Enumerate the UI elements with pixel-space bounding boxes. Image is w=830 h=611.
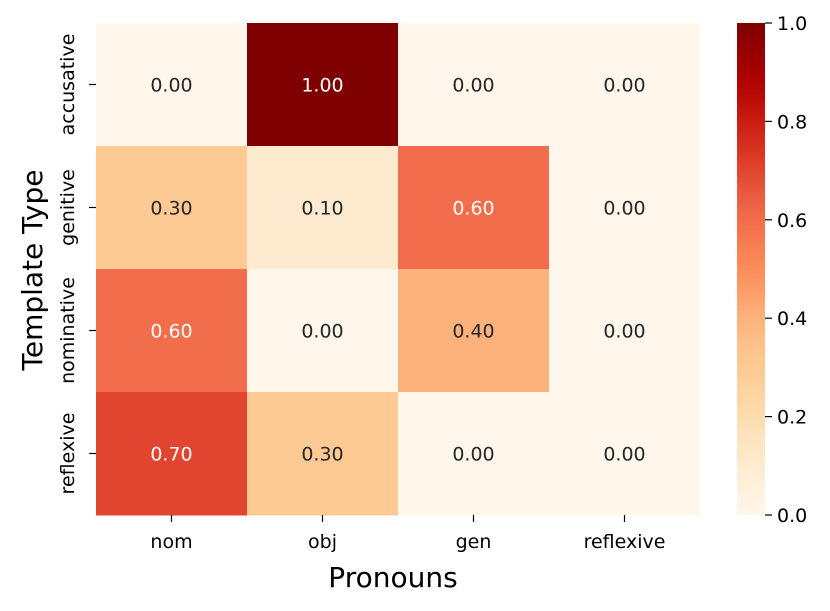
colorbar-gradient [737, 23, 765, 515]
cell-value-label: 0.30 [150, 198, 192, 220]
colorbar-tick-label: 0.0 [777, 505, 807, 527]
cell-value-label: 0.00 [603, 198, 645, 220]
y-tick-label: nominative [57, 277, 79, 384]
x-axis: nom obj gen reflexive [150, 515, 665, 553]
x-tick-label: reflexive [584, 531, 666, 553]
colorbar: 0.0 0.2 0.4 0.6 0.8 1.0 [737, 13, 807, 527]
heatmap-cell [247, 23, 399, 147]
y-axis-title: Template Type [16, 170, 49, 372]
heatmap-cell [398, 392, 550, 516]
cell-value-label: 0.70 [150, 444, 192, 466]
cell-value-label: 0.00 [301, 321, 343, 343]
cell-value-label: 0.30 [301, 444, 343, 466]
y-tick-label: reflexive [57, 413, 79, 495]
heatmap-cells: 0.00 1.00 0.00 0.00 0.30 0.10 0.60 0.00 0.60 0.00… [96, 23, 701, 516]
y-tick-label: accusative [57, 34, 79, 136]
colorbar-tick-label: 0.4 [777, 308, 807, 330]
cell-value-label: 0.00 [150, 75, 192, 97]
colorbar-tick-label: 1.0 [777, 13, 807, 35]
x-tick-label: obj [308, 531, 337, 553]
heatmap-cell [398, 269, 550, 393]
heatmap-cell [247, 392, 399, 516]
cell-value-label: 0.00 [603, 75, 645, 97]
heatmap-cell [247, 269, 399, 393]
y-tick-label: genitive [57, 169, 79, 246]
x-tick-label: nom [150, 531, 192, 553]
cell-value-label: 0.60 [452, 198, 494, 220]
heatmap-cell [549, 146, 701, 270]
heatmap-cell [96, 269, 248, 393]
heatmap-cell [549, 269, 701, 393]
x-tick-label: gen [456, 531, 492, 553]
heatmap-cell [549, 23, 701, 147]
colorbar-tick-label: 0.6 [777, 210, 807, 232]
heatmap-cell [247, 146, 399, 270]
heatmap-cell [96, 392, 248, 516]
heatmap-cell [96, 146, 248, 270]
heatmap-cell [96, 23, 248, 147]
heatmap-cell [549, 392, 701, 516]
heatmap-cell [398, 23, 550, 147]
y-axis: accusative genitive nominative reflexive [57, 34, 96, 495]
cell-value-label: 0.00 [452, 75, 494, 97]
cell-value-label: 1.00 [301, 75, 343, 97]
cell-value-label: 0.40 [452, 321, 494, 343]
x-axis-title: Pronouns [328, 561, 457, 594]
cell-value-label: 0.00 [603, 321, 645, 343]
cell-value-label: 0.10 [301, 198, 343, 220]
cell-value-label: 0.00 [452, 444, 494, 466]
colorbar-tick-label: 0.2 [777, 407, 807, 429]
colorbar-tick-label: 0.8 [777, 111, 807, 133]
cell-value-label: 0.00 [603, 444, 645, 466]
heatmap-cell [398, 146, 550, 270]
cell-value-label: 0.60 [150, 321, 192, 343]
